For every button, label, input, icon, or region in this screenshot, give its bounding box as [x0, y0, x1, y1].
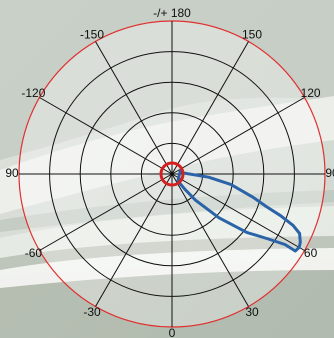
angular-gridline: [171, 41, 249, 175]
series-layer: [176, 168, 302, 253]
angle-tick-label: 150: [242, 28, 262, 42]
center-marker: [159, 161, 185, 187]
angle-tick-label: 90: [325, 166, 334, 180]
angle-tick-label: 0: [169, 326, 176, 338]
angular-gridline: [95, 41, 173, 175]
angle-tick-label: -150: [80, 28, 104, 42]
angular-gridline: [39, 173, 173, 251]
angle-tick-label: -60: [25, 246, 43, 260]
angle-tick-label: 90: [5, 166, 19, 180]
angle-tick-label: 120: [301, 86, 321, 100]
angle-tick-label: 30: [245, 305, 259, 319]
series-line: [176, 168, 302, 253]
polar-grid: [18, 20, 326, 328]
angle-tick-label: -120: [21, 86, 45, 100]
angle-tick-labels: 0 30 60 90 120 150 -/+ 180 -150 -120 90 -60 -30: [5, 6, 334, 338]
angular-gridline: [39, 97, 173, 175]
angular-gridline: [95, 173, 173, 307]
center-ring: [159, 161, 185, 187]
angle-tick-label: -30: [83, 305, 101, 319]
angle-tick-label: -/+ 180: [153, 6, 191, 20]
angle-tick-label: 60: [304, 246, 318, 260]
angular-gridline: [171, 97, 305, 175]
angular-gridline: [171, 173, 249, 307]
angular-gridline: [171, 173, 305, 251]
